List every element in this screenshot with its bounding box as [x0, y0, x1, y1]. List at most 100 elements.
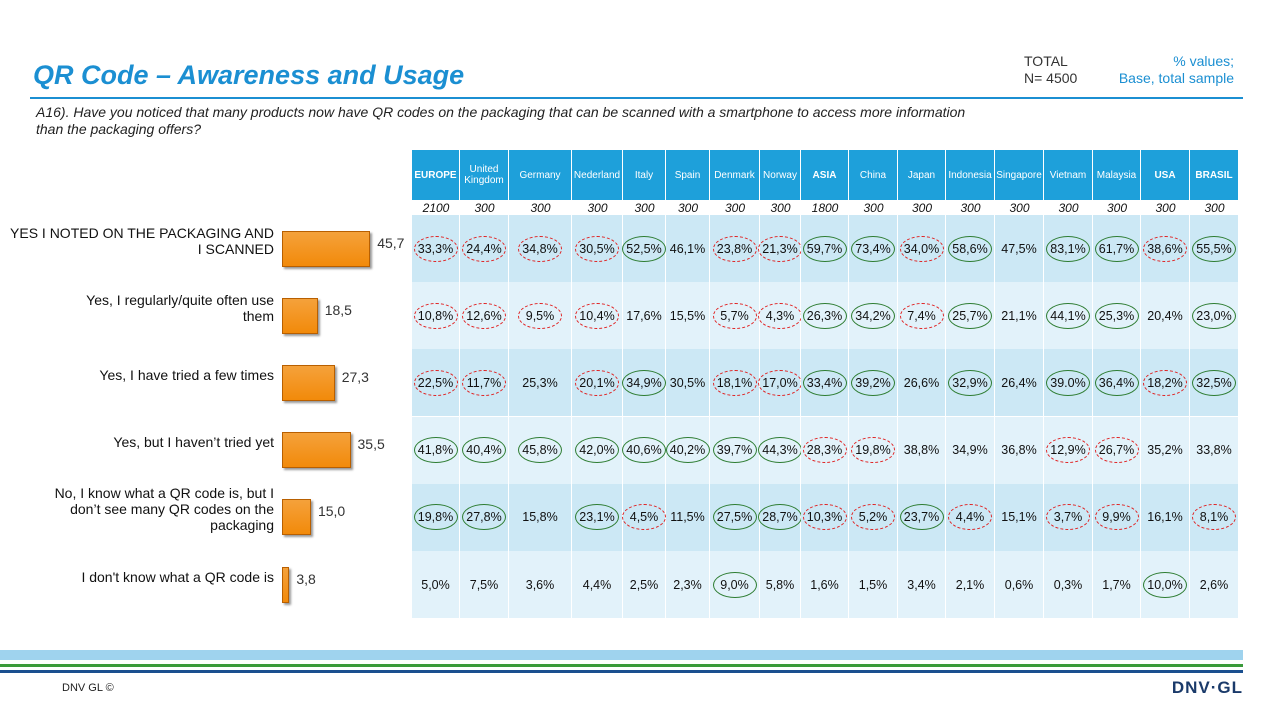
cell-value: 30,5% — [579, 241, 615, 256]
cell-circle — [1094, 302, 1139, 329]
logo: DNV·GL — [1171, 678, 1243, 697]
table-cell: 2,1% — [946, 551, 995, 618]
table-cell: 10,4% — [572, 282, 623, 350]
cell-value: 4,5% — [629, 510, 659, 525]
bar — [282, 566, 290, 603]
cell-circle — [518, 235, 562, 262]
column-header: Vietnam — [1044, 150, 1093, 200]
cell-value: 61,7% — [1098, 241, 1135, 256]
cell-value: 4,4% — [955, 510, 985, 525]
table-cell: 11,7% — [460, 349, 509, 417]
cell-circle — [1094, 369, 1139, 396]
table-cell: 16,1% — [1141, 483, 1190, 551]
table-cell: 23,7% — [898, 483, 946, 551]
column-base: 300 — [474, 201, 495, 215]
cell-value: 34,2% — [855, 308, 891, 323]
table-cell: 73,4% — [849, 215, 898, 282]
cell-circle — [1046, 504, 1090, 531]
cell-circle — [712, 504, 757, 531]
cell-value: 5,0% — [421, 577, 450, 592]
table-cell: 12,9% — [1044, 416, 1093, 484]
table-cell: 25,3% — [509, 349, 572, 417]
cell-value: 36,8% — [1001, 443, 1037, 458]
table-cell: 8,1% — [1190, 483, 1239, 551]
cell-value: 28,7% — [762, 510, 798, 525]
cell-value: 33,8% — [1196, 443, 1232, 458]
table-cell: 30,5% — [666, 349, 710, 417]
table-cell: 2,6% — [1190, 551, 1239, 618]
cell-value: 10,3% — [806, 510, 843, 525]
column-header: BRASIL — [1190, 150, 1239, 200]
cell-value: 23,0% — [1196, 308, 1232, 323]
cell-value: 25,3% — [522, 375, 558, 390]
cell-value: 35,2% — [1147, 443, 1183, 458]
table-cell: 25,7% — [946, 282, 995, 350]
table-cell: 46,1% — [666, 215, 710, 282]
cell-value: 20,1% — [579, 375, 615, 390]
cell-value: 42,0% — [579, 443, 615, 458]
cell-circle — [1143, 235, 1187, 262]
cell-value: 27,5% — [716, 510, 753, 525]
cell-value: 2,1% — [955, 577, 985, 592]
cell-circle — [899, 504, 944, 531]
table-cell: 35,2% — [1141, 416, 1190, 484]
cell-circle — [1094, 437, 1139, 464]
cell-value: 16,1% — [1147, 510, 1183, 525]
cell-circle — [851, 235, 895, 262]
table-cell: 27,8% — [460, 483, 509, 551]
cell-circle — [575, 504, 619, 531]
category-label: I don't know what a QR code is — [81, 569, 274, 585]
column-header: Spain — [666, 150, 710, 200]
table-cell: 42,0% — [572, 416, 623, 484]
table-cell: 5,7% — [710, 282, 760, 350]
table-cell: 7,5% — [460, 551, 509, 618]
category-line: Yes, I have tried a few times — [99, 367, 274, 383]
cell-circle — [462, 437, 506, 464]
cell-circle — [712, 302, 757, 329]
title-rule — [30, 97, 1243, 99]
cell-circle — [518, 437, 562, 464]
cell-value: 21,1% — [1001, 308, 1037, 323]
table-cell: 2,5% — [623, 551, 666, 618]
table-cell: 15,1% — [995, 483, 1044, 551]
cell-circle — [1192, 504, 1236, 531]
table-cell: 9,5% — [509, 282, 572, 350]
cell-value: 22,5% — [417, 375, 454, 390]
column-header: USA — [1141, 150, 1190, 200]
table-cell: 34,9% — [622, 349, 666, 417]
cell-value: 32,9% — [952, 375, 988, 390]
cell-circle — [948, 235, 992, 262]
cell-value: 9,9% — [1102, 510, 1131, 525]
table-cell: 15,5% — [666, 282, 710, 350]
table-cell: 2,3% — [666, 551, 710, 618]
category-line: Yes, but I haven’t tried yet — [113, 434, 274, 451]
table-cell: 55,5% — [1190, 215, 1239, 282]
column-header: Malaysia — [1093, 150, 1141, 200]
base-note: Base, total sample — [1118, 70, 1234, 86]
table-cell: 12,6% — [460, 282, 509, 350]
cell-value: 10,4% — [579, 308, 615, 323]
cell-value: 9,5% — [525, 308, 555, 323]
column-base: 2100 — [422, 201, 450, 215]
table-cell: 28,3% — [801, 416, 849, 484]
table-cell: 27,5% — [710, 483, 760, 551]
table-cell: 20,4% — [1141, 282, 1190, 350]
cell-circle — [851, 437, 895, 464]
question: A16). Have you noticed that many product… — [36, 104, 966, 137]
table-cell: 40,2% — [665, 416, 710, 484]
cell-value: 17,0% — [762, 375, 798, 390]
table-cell: 23,0% — [1190, 282, 1239, 350]
cell-circle — [575, 369, 619, 396]
cell-value: 33,3% — [417, 241, 454, 256]
table-cell: 21,3% — [758, 215, 802, 282]
table-cell: 19,8% — [849, 416, 898, 484]
cell-value: 9,0% — [720, 577, 749, 592]
cell-value: 4,4% — [582, 577, 612, 592]
cell-value: 52,5% — [626, 241, 662, 256]
cell-value: 8,1% — [1199, 510, 1229, 525]
total: TOTAL — [1024, 53, 1068, 69]
column-header: Norway — [760, 150, 801, 200]
cell-value: 58,6% — [952, 241, 988, 256]
